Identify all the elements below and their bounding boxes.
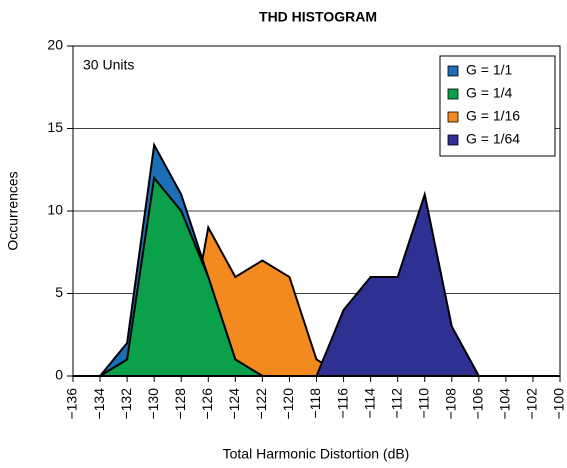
x-tick-label: −116 xyxy=(334,388,350,419)
x-tick-label: −134 xyxy=(91,388,107,420)
legend-swatch xyxy=(447,88,459,100)
chart-title: THD HISTOGRAM xyxy=(259,9,377,25)
legend-label: G = 1/1 xyxy=(466,62,513,78)
y-tick-label: 15 xyxy=(47,119,63,135)
y-tick-label: 0 xyxy=(55,367,63,383)
y-tick-label: 10 xyxy=(47,202,63,218)
legend-box xyxy=(439,55,556,157)
x-tick-label: −106 xyxy=(470,388,486,420)
y-tick-label: 20 xyxy=(47,37,63,53)
x-tick-label: −118 xyxy=(307,388,323,419)
legend-swatch xyxy=(447,65,459,77)
legend-label: G = 1/64 xyxy=(466,131,520,147)
x-tick-label: −136 xyxy=(64,388,80,420)
y-tick-label: 5 xyxy=(55,284,63,300)
x-tick-label: −124 xyxy=(226,388,242,420)
y-axis-label: Occurrences xyxy=(5,171,21,250)
x-tick-label: −120 xyxy=(280,388,296,420)
x-tick-label: −128 xyxy=(172,388,188,420)
plot-frame xyxy=(72,45,561,377)
x-tick-label: −108 xyxy=(442,388,458,420)
x-axis-label: Total Harmonic Distortion (dB) xyxy=(223,446,410,462)
x-tick-label: −102 xyxy=(524,388,540,420)
x-tick-label: −104 xyxy=(497,388,513,420)
legend-label: G = 1/4 xyxy=(466,85,513,101)
x-tick-label: −100 xyxy=(551,388,567,420)
legend-swatch xyxy=(447,111,459,123)
legend-swatch xyxy=(447,134,459,146)
legend-label: G = 1/16 xyxy=(466,108,520,124)
x-tick-label: −132 xyxy=(118,388,134,420)
x-tick-label: −112 xyxy=(388,388,404,419)
x-tick-label: −114 xyxy=(361,388,377,419)
x-tick-label: −126 xyxy=(199,388,215,420)
x-tick-label: −110 xyxy=(415,388,431,419)
x-tick-label: −122 xyxy=(253,388,269,420)
annotation: 30 Units xyxy=(83,57,134,73)
x-tick-label: −130 xyxy=(145,388,161,420)
